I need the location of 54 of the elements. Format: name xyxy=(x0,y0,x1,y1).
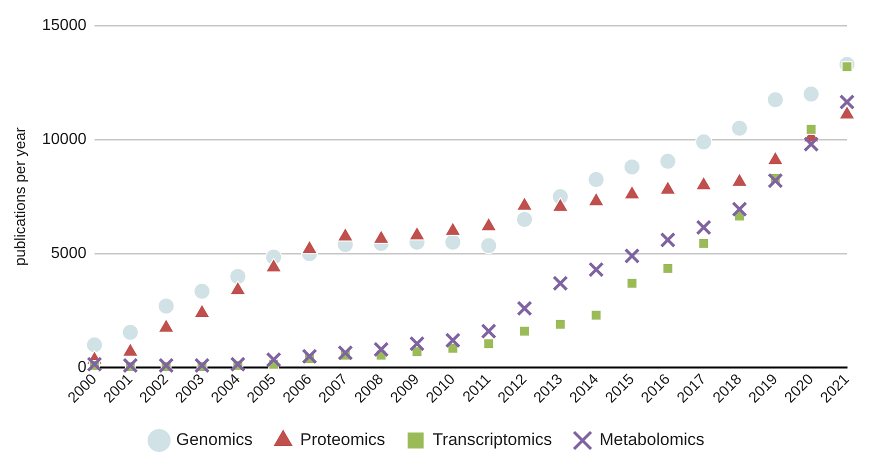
point xyxy=(483,338,494,350)
point xyxy=(444,234,462,251)
y-tick-label: 15000 xyxy=(42,17,87,34)
point xyxy=(158,358,174,374)
point xyxy=(732,201,748,218)
point xyxy=(659,152,676,170)
point xyxy=(302,348,318,364)
point xyxy=(626,278,638,289)
point xyxy=(86,356,102,372)
point xyxy=(230,356,246,372)
legend-label: Genomics xyxy=(176,430,253,450)
point xyxy=(660,232,676,248)
point xyxy=(554,318,566,330)
point xyxy=(767,172,784,189)
point xyxy=(552,275,568,292)
point xyxy=(158,298,175,315)
point xyxy=(266,352,282,368)
point xyxy=(480,323,497,340)
point xyxy=(839,94,855,110)
point xyxy=(194,358,210,374)
point xyxy=(373,342,390,358)
point xyxy=(409,336,425,352)
point xyxy=(803,136,820,152)
point xyxy=(695,133,712,150)
point xyxy=(337,344,354,361)
point xyxy=(86,336,103,354)
point xyxy=(519,326,530,337)
point xyxy=(698,238,710,249)
point xyxy=(444,332,461,348)
point xyxy=(229,268,246,285)
point xyxy=(588,262,604,278)
point xyxy=(624,248,640,264)
legend-label: Proteomics xyxy=(300,430,386,450)
point xyxy=(662,263,674,274)
point xyxy=(588,171,605,188)
point xyxy=(696,220,712,236)
point xyxy=(766,91,784,108)
y-tick-label: 5000 xyxy=(50,245,87,262)
point xyxy=(731,120,748,137)
point xyxy=(122,324,139,341)
y-tick-label: 0 xyxy=(78,359,87,376)
legend-label: Metabolomics xyxy=(600,430,704,450)
point xyxy=(624,158,640,176)
y-axis-title: publications per year xyxy=(12,127,30,266)
point xyxy=(516,300,532,316)
point xyxy=(516,210,533,228)
y-tick-label: 10000 xyxy=(42,131,87,148)
point xyxy=(193,282,210,300)
point xyxy=(802,86,820,103)
legend-label: Transcriptomics xyxy=(432,430,552,450)
point xyxy=(480,237,498,254)
point xyxy=(122,358,138,374)
point xyxy=(806,124,817,135)
point xyxy=(590,310,602,321)
